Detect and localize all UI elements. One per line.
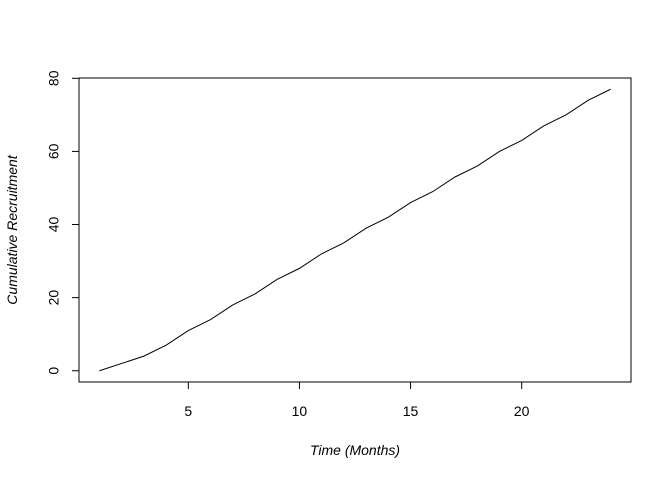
x-tick-label: 5 bbox=[184, 403, 192, 419]
x-tick-label: 10 bbox=[292, 403, 308, 419]
y-tick-label: 0 bbox=[46, 367, 62, 375]
y-tick-label: 60 bbox=[46, 143, 62, 159]
x-tick-label: 15 bbox=[403, 403, 419, 419]
y-tick-label: 80 bbox=[46, 70, 62, 86]
x-axis-label: Time (Months) bbox=[310, 442, 400, 458]
y-axis-label: Cumulative Recruitment bbox=[4, 154, 20, 304]
y-tick-label: 20 bbox=[46, 290, 62, 306]
x-tick-label: 20 bbox=[514, 403, 530, 419]
y-tick-label: 40 bbox=[46, 217, 62, 233]
data-line bbox=[99, 88, 611, 372]
